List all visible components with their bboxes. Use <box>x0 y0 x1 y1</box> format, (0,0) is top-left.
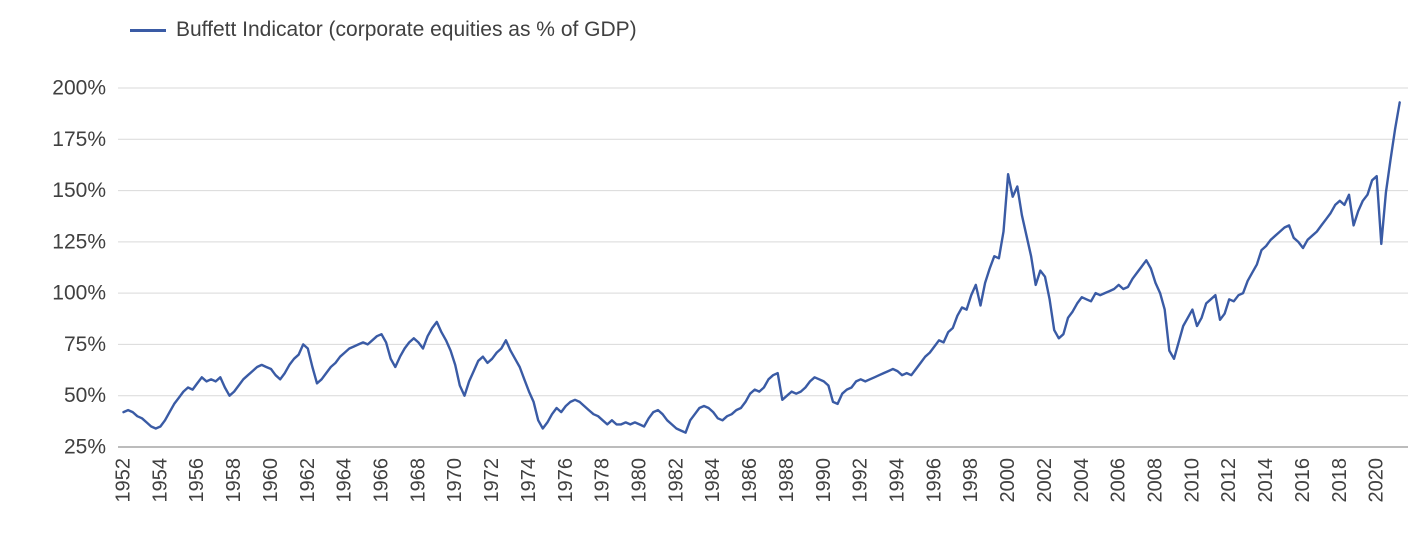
y-axis-labels: 25% 50% 75% 100% 125% 150% 175% 200% <box>52 77 106 459</box>
x-axis-labels: 1952 1954 1956 1958 1960 1962 1964 1966 1968 1970… <box>113 458 1388 503</box>
x-tick-label: 2020 <box>1366 458 1388 503</box>
y-tick-label: 100% <box>52 282 106 305</box>
x-tick-label: 1988 <box>776 458 798 503</box>
legend-line-swatch <box>130 28 166 32</box>
x-tick-label: 1996 <box>923 458 945 503</box>
x-tick-label: 2008 <box>1145 458 1167 503</box>
x-tick-label: 1980 <box>629 458 651 503</box>
x-tick-label: 1966 <box>371 458 393 503</box>
legend: Buffett Indicator (corporate equities as… <box>130 18 637 42</box>
x-tick-label: 2002 <box>1034 458 1056 503</box>
x-tick-label: 2014 <box>1255 458 1277 503</box>
y-tick-label: 50% <box>64 384 106 407</box>
y-tick-label: 25% <box>64 436 106 459</box>
x-tick-label: 1978 <box>592 458 614 503</box>
x-tick-label: 2018 <box>1329 458 1351 503</box>
series-line-buffett-indicator <box>122 101 1401 434</box>
y-tick-label: 175% <box>52 128 106 151</box>
x-tick-label: 1992 <box>850 458 872 503</box>
gridlines <box>118 87 1408 448</box>
x-tick-label: 1962 <box>297 458 319 503</box>
y-tick-label: 200% <box>52 77 106 100</box>
x-tick-label: 1964 <box>334 458 356 503</box>
x-tick-label: 2012 <box>1218 458 1240 503</box>
x-tick-label: 2004 <box>1071 458 1093 503</box>
y-tick-label: 75% <box>64 333 106 356</box>
x-tick-label: 1974 <box>518 458 540 503</box>
x-tick-label: 1972 <box>481 458 503 503</box>
x-tick-label: 1984 <box>702 458 724 503</box>
x-tick-label: 1970 <box>444 458 466 503</box>
x-tick-label: 1954 <box>149 458 171 503</box>
y-tick-label: 150% <box>52 179 106 202</box>
x-tick-label: 1982 <box>665 458 687 503</box>
x-tick-label: 1960 <box>260 458 282 503</box>
x-tick-label: 1976 <box>555 458 577 503</box>
x-tick-label: 2016 <box>1292 458 1314 503</box>
x-tick-label: 1986 <box>739 458 761 503</box>
x-tick-label: 1952 <box>113 458 135 503</box>
x-tick-label: 1998 <box>960 458 982 503</box>
legend-label: Buffett Indicator (corporate equities as… <box>176 18 637 41</box>
x-tick-label: 1994 <box>887 458 909 503</box>
x-tick-label: 1956 <box>186 458 208 503</box>
x-tick-label: 2006 <box>1108 458 1130 503</box>
x-tick-label: 1968 <box>407 458 429 503</box>
x-tick-label: 1990 <box>813 458 835 503</box>
y-tick-label: 125% <box>52 230 106 253</box>
x-tick-label: 2000 <box>997 458 1019 503</box>
x-tick-label: 1958 <box>223 458 245 503</box>
x-tick-label: 2010 <box>1181 458 1203 503</box>
